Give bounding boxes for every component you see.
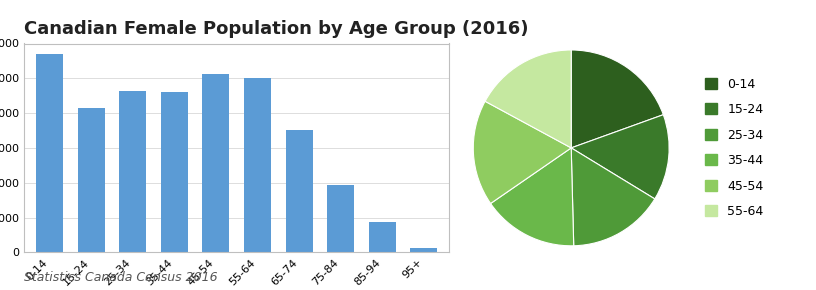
- Bar: [327, 186, 354, 252]
- Bar: [410, 248, 437, 252]
- Text: Canadian Female Population by Age Group (2016): Canadian Female Population by Age Group …: [24, 20, 529, 38]
- Wedge shape: [571, 115, 669, 199]
- Bar: [119, 91, 146, 252]
- Text: Statistics Canada Census 2016: Statistics Canada Census 2016: [24, 271, 218, 284]
- Wedge shape: [485, 50, 571, 148]
- Bar: [369, 222, 396, 252]
- Bar: [202, 74, 229, 252]
- Wedge shape: [571, 50, 663, 148]
- Bar: [286, 130, 313, 252]
- Wedge shape: [473, 101, 571, 204]
- Bar: [36, 54, 63, 252]
- Legend: 0-14, 15-24, 25-34, 35-44, 45-54, 55-64: 0-14, 15-24, 25-34, 35-44, 45-54, 55-64: [705, 78, 764, 218]
- Wedge shape: [490, 148, 574, 246]
- Bar: [161, 92, 188, 252]
- Wedge shape: [571, 148, 654, 246]
- Bar: [244, 78, 271, 252]
- Bar: [78, 108, 104, 252]
